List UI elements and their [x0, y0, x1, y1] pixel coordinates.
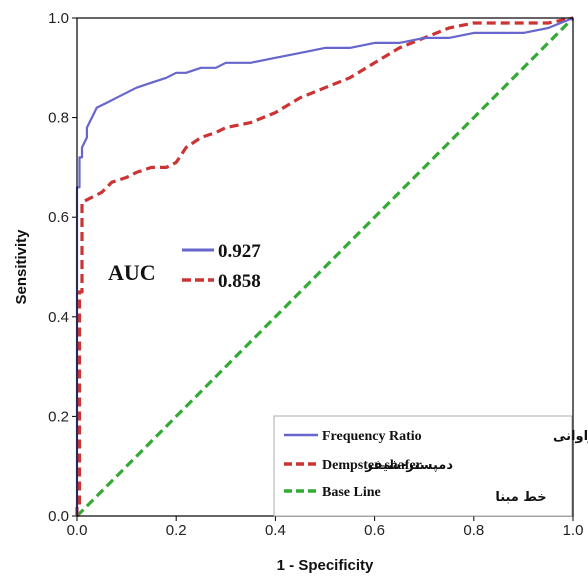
x-axis-title: 1 - Specificity: [277, 557, 374, 574]
auc-value: 0.858: [218, 271, 261, 292]
auc-annotation: AUC 0.927 0.858: [108, 241, 261, 292]
x-tick-label: 1.0: [563, 522, 584, 539]
series-line-dempster-shafer: [75, 16, 574, 516]
y-tick-label: 1.0: [48, 10, 69, 27]
y-tick-label: 0.8: [48, 110, 69, 127]
legend: Frequency Ratio نسبت فراوانی Dempster-shaf…: [273, 415, 588, 517]
x-tick-label: 0.2: [166, 522, 187, 539]
x-tick-label: 0.0: [67, 522, 88, 539]
series-line-frequency-ratio: [75, 16, 574, 516]
legend-label-fa: نسبت فراوانی: [553, 429, 588, 444]
series-line-base-line: [75, 16, 575, 518]
y-tick-label: 0.4: [48, 309, 69, 326]
auc-label: AUC: [108, 260, 156, 285]
x-tick-label: 0.6: [364, 522, 385, 539]
legend-label: Base Line: [322, 485, 381, 500]
legend-label-fa: دمپستر-شیفر: [364, 458, 453, 473]
legend-label: Frequency Ratio: [322, 429, 422, 444]
auc-value: 0.927: [218, 241, 261, 262]
legend-label: Dempster-shafer: [322, 458, 422, 473]
y-axis-title: Sensitivity: [13, 229, 30, 305]
legend-label-fa: خط مبنا: [495, 490, 546, 505]
axis-ticks: 0.0 0.2 0.4 0.6 0.8 1.0 0.0 0.2 0.4 0.6 0.8 1.0: [48, 10, 583, 539]
legend-box: [273, 415, 573, 517]
x-tick-label: 0.8: [463, 522, 484, 539]
chart-lines: [75, 16, 575, 518]
x-tick-label: 0.4: [265, 522, 286, 539]
y-tick-label: 0.2: [48, 408, 69, 425]
y-tick-label: 0.0: [48, 508, 69, 525]
y-tick-label: 0.6: [48, 209, 69, 226]
